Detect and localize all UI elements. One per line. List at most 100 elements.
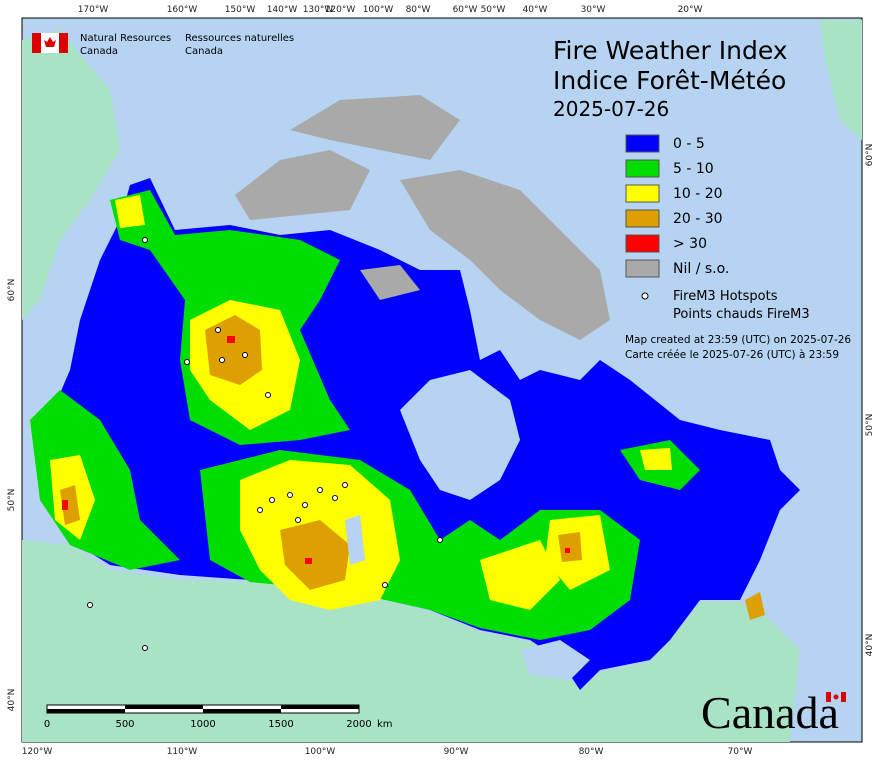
scale-bar-seg bbox=[125, 705, 203, 709]
legend-label: 0 - 5 bbox=[673, 136, 705, 152]
fwi-zone-yellow bbox=[115, 195, 145, 228]
latitude-label: 60°N bbox=[865, 144, 875, 167]
legend-swatch bbox=[625, 209, 660, 228]
fwi-zone-yellow bbox=[640, 448, 672, 470]
legend: 0 - 5 5 - 10 10 - 20 20 - 30 > 30 Nil / s.o. bbox=[625, 134, 729, 278]
longitude-label: 100°W bbox=[305, 747, 336, 757]
hotspot bbox=[437, 537, 443, 543]
longitude-label: 60°W bbox=[453, 5, 478, 15]
legend-swatch bbox=[625, 159, 660, 178]
scale-bar-seg bbox=[47, 709, 125, 713]
flag-leaf bbox=[44, 37, 56, 47]
fwi-zone-red bbox=[62, 500, 68, 510]
legend-label: > 30 bbox=[673, 236, 707, 252]
fwi-zone-red bbox=[227, 336, 235, 343]
hotspot bbox=[265, 392, 271, 398]
longitude-label: 100°W bbox=[363, 5, 394, 15]
longitude-label: 20°W bbox=[678, 5, 703, 15]
hotspot bbox=[242, 352, 248, 358]
hotspot bbox=[269, 497, 275, 503]
scale-label: 0 bbox=[44, 719, 50, 730]
legend-swatch bbox=[625, 184, 660, 203]
great-lakes bbox=[520, 640, 590, 680]
longitude-label: 90°W bbox=[444, 747, 469, 757]
scale-unit: km bbox=[377, 719, 393, 730]
hotspot bbox=[317, 487, 323, 493]
legend-swatch bbox=[625, 234, 660, 253]
hotspot bbox=[142, 237, 148, 243]
nrcan-logo bbox=[32, 33, 68, 53]
scale-labels: 0 500 1000 1500 2000 km bbox=[44, 719, 393, 730]
usa-land bbox=[22, 540, 800, 742]
longitude-label: 170°W bbox=[78, 5, 109, 15]
longitude-label: 130°W bbox=[303, 5, 334, 15]
fwi-zone-orange bbox=[558, 532, 582, 562]
hotspot-group bbox=[87, 237, 443, 651]
longitude-label: 110°W bbox=[167, 747, 198, 757]
legend-label: 5 - 10 bbox=[673, 161, 714, 177]
logo-text: Canada bbox=[185, 46, 223, 57]
flag-leaf bbox=[833, 694, 839, 700]
logo-text: Canada bbox=[80, 46, 118, 57]
legend-label: FireM3 Hotspots bbox=[673, 289, 778, 304]
longitude-label: 30°W bbox=[581, 5, 606, 15]
scale-label: 1500 bbox=[268, 719, 293, 730]
lake bbox=[345, 515, 365, 565]
fwi-zone-orange bbox=[60, 485, 80, 525]
flag-bar bbox=[826, 692, 831, 702]
hotspot bbox=[257, 507, 263, 513]
longitude-label: 120°W bbox=[325, 5, 356, 15]
longitude-label: 80°W bbox=[406, 5, 431, 15]
longitude-label: 150°W bbox=[225, 5, 256, 15]
flag-bar bbox=[841, 692, 846, 702]
longitude-label: 70°W bbox=[728, 747, 753, 757]
arctic-nil bbox=[360, 265, 420, 300]
created-note: Map created at 23:59 (UTC) on 2025-07-26 bbox=[625, 334, 851, 346]
hotspot-legend-symbol bbox=[641, 292, 649, 300]
hotspot bbox=[215, 327, 221, 333]
hotspot bbox=[295, 517, 301, 523]
legend-swatch bbox=[625, 134, 660, 153]
hotspot bbox=[142, 645, 148, 651]
hotspot bbox=[184, 359, 190, 365]
longitude-label: 120°W bbox=[22, 747, 53, 757]
scale-label: 500 bbox=[115, 719, 134, 730]
longitude-label: 50°W bbox=[481, 5, 506, 15]
longitude-label: 40°W bbox=[523, 5, 548, 15]
flag-bar bbox=[32, 33, 41, 53]
scale-label: 1000 bbox=[190, 719, 215, 730]
title: Indice Forêt-Météo bbox=[553, 66, 786, 95]
created-note: Carte créée le 2025-07-26 (UTC) à 23:59 bbox=[625, 349, 839, 361]
arctic-nil bbox=[400, 170, 610, 340]
latitude-label: 50°N bbox=[865, 414, 875, 437]
map-date: 2025-07-26 bbox=[553, 97, 669, 121]
fwi-zone-orange bbox=[745, 592, 765, 620]
legend-label: 10 - 20 bbox=[673, 186, 723, 202]
fwi-zone-yellow bbox=[480, 540, 560, 610]
hotspot bbox=[287, 492, 293, 498]
canada-wordmark: Canada bbox=[701, 687, 839, 738]
fwi-zone-red bbox=[565, 548, 570, 553]
latitude-label: 60°N bbox=[7, 279, 17, 302]
legend-label: Points chauds FireM3 bbox=[673, 307, 810, 322]
flag-bar bbox=[59, 33, 68, 53]
legend-label: 20 - 30 bbox=[673, 211, 723, 227]
scale-label: 2000 bbox=[346, 719, 371, 730]
legend-label: Nil / s.o. bbox=[673, 261, 729, 277]
hotspot bbox=[87, 602, 93, 608]
legend-swatch bbox=[625, 259, 660, 278]
longitude-label: 160°W bbox=[167, 5, 198, 15]
latitude-label: 40°N bbox=[865, 634, 875, 657]
hotspot bbox=[342, 482, 348, 488]
arctic-nil bbox=[290, 95, 460, 160]
longitude-label: 140°W bbox=[267, 5, 298, 15]
scale-bar-seg bbox=[203, 709, 281, 713]
latitude-label: 50°N bbox=[7, 489, 17, 512]
fwi-zone-orange bbox=[280, 520, 350, 590]
hotspot bbox=[382, 582, 388, 588]
fwi-zone-red bbox=[305, 558, 312, 564]
hotspot bbox=[302, 502, 308, 508]
hotspot bbox=[219, 357, 225, 363]
